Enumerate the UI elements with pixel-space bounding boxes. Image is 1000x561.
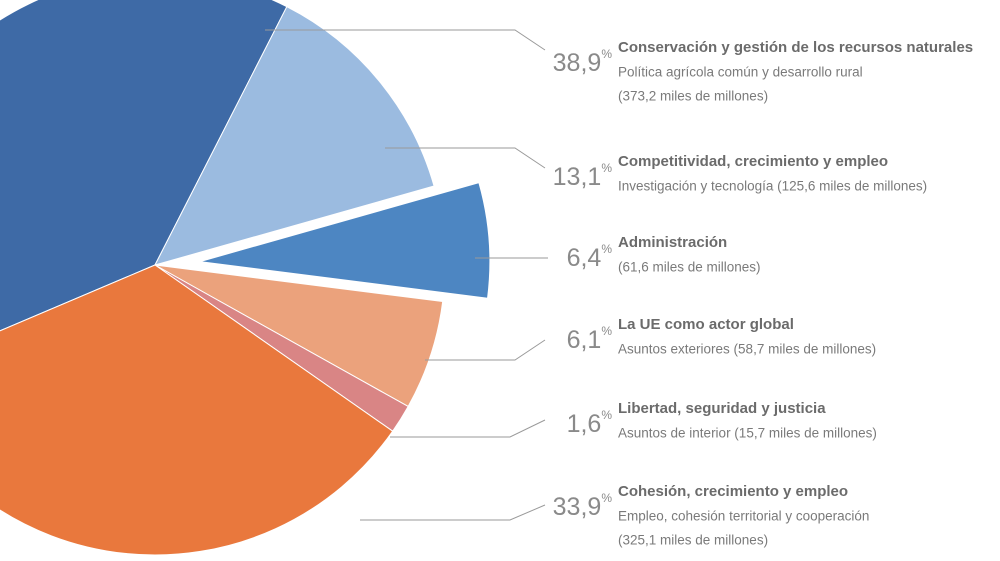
pie-slice	[199, 182, 491, 299]
leader-line	[425, 339, 546, 361]
pie-slice	[154, 6, 435, 266]
category-name: Competitividad, crecimiento y empleo	[618, 153, 888, 170]
category-name: Administración	[618, 234, 727, 251]
value-label: 38,9%	[553, 47, 613, 76]
pie-slice	[0, 264, 394, 556]
category-detail: Investigación y tecnología (125,6 miles …	[618, 179, 927, 194]
category-detail: (325,1 miles de millones)	[618, 533, 768, 548]
category-detail: Asuntos exteriores (58,7 miles de millon…	[618, 342, 876, 357]
leader-line	[265, 29, 546, 51]
value-label: 33,9%	[553, 491, 613, 520]
leader-line	[390, 419, 546, 438]
pie-slice	[0, 0, 288, 332]
category-name: La UE como actor global	[618, 316, 794, 333]
category-detail: Política agrícola común y desarrollo rur…	[618, 65, 863, 80]
category-detail: Empleo, cohesión territorial y cooperaci…	[618, 509, 869, 524]
category-detail: Asuntos de interior (15,7 miles de millo…	[618, 426, 877, 441]
pie	[0, 0, 491, 556]
category-detail: (61,6 miles de millones)	[618, 260, 761, 275]
leader-lines	[265, 29, 548, 521]
value-label: 6,4%	[567, 242, 613, 271]
leader-line	[360, 504, 546, 521]
value-label: 1,6%	[567, 408, 613, 437]
category-detail: (373,2 miles de millones)	[618, 89, 768, 104]
leader-line	[385, 147, 546, 169]
value-label: 6,1%	[567, 324, 613, 353]
value-label: 13,1%	[553, 161, 613, 190]
category-name: Conservación y gestión de los recursos n…	[618, 39, 973, 56]
category-name: Cohesión, crecimiento y empleo	[618, 483, 848, 500]
category-name: Libertad, seguridad y justicia	[618, 400, 826, 417]
